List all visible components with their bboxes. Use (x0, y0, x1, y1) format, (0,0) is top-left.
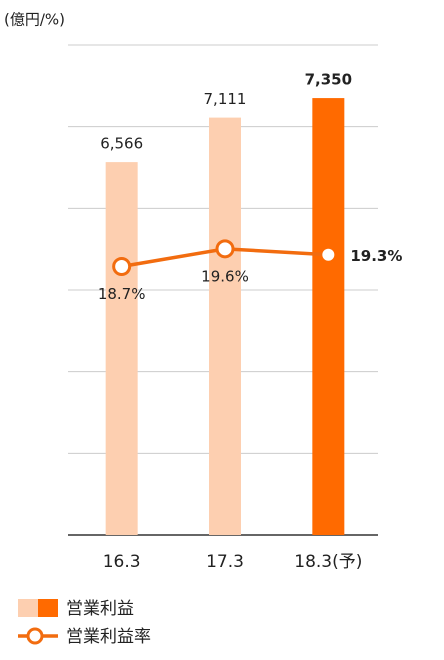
line-value-label: 19.3% (350, 247, 402, 265)
line-marker (322, 248, 335, 261)
legend-swatch (38, 599, 58, 617)
legend-label: 営業利益率 (66, 627, 151, 647)
line-value-label: 19.6% (201, 267, 249, 285)
line-marker (112, 256, 132, 276)
x-tick-label: 18.3(予) (294, 552, 362, 572)
legend-swatch (18, 599, 38, 617)
bar-value-label: 6,566 (100, 135, 143, 153)
bar-value-label: 7,350 (305, 71, 352, 89)
bar (209, 117, 241, 535)
bar-value-label: 7,111 (204, 90, 247, 108)
line-marker (215, 239, 235, 259)
legend-label: 営業利益 (66, 599, 134, 619)
line-value-label: 18.7% (98, 285, 146, 303)
x-tick-label: 17.3 (206, 552, 244, 572)
bar (105, 162, 138, 536)
legend-marker (26, 627, 44, 645)
bar (312, 98, 345, 535)
unit-label: (億円/%) (4, 11, 65, 29)
x-tick-label: 16.3 (103, 552, 141, 572)
